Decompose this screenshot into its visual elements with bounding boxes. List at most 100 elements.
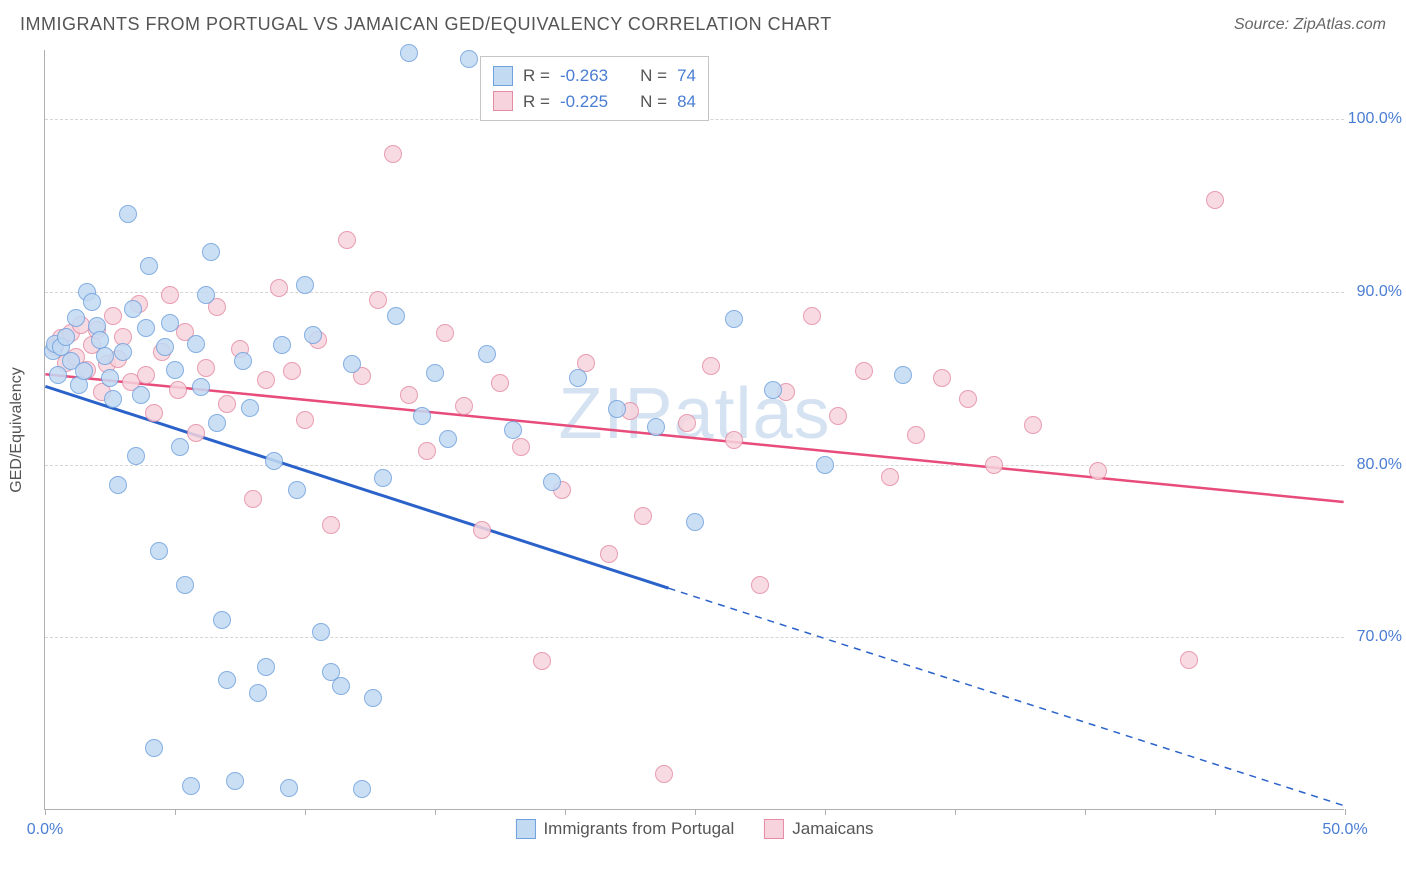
data-point-portugal	[140, 257, 158, 275]
data-point-jamaican	[218, 395, 236, 413]
data-point-portugal	[101, 369, 119, 387]
data-point-portugal	[104, 390, 122, 408]
y-tick-label: 90.0%	[1357, 283, 1402, 301]
data-point-portugal	[226, 772, 244, 790]
data-point-portugal	[725, 310, 743, 328]
data-point-portugal	[332, 677, 350, 695]
data-point-jamaican	[169, 381, 187, 399]
data-point-portugal	[353, 780, 371, 798]
data-point-jamaican	[270, 279, 288, 297]
data-point-portugal	[764, 381, 782, 399]
data-point-portugal	[137, 319, 155, 337]
data-point-jamaican	[1024, 416, 1042, 434]
data-point-jamaican	[959, 390, 977, 408]
data-point-jamaican	[137, 366, 155, 384]
data-point-jamaican	[283, 362, 301, 380]
x-tick-label: 50.0%	[1322, 821, 1367, 839]
data-point-jamaican	[418, 442, 436, 460]
data-point-portugal	[67, 309, 85, 327]
data-point-jamaican	[1206, 191, 1224, 209]
swatch-portugal-icon	[493, 66, 513, 86]
data-point-jamaican	[436, 324, 454, 342]
data-point-portugal	[374, 469, 392, 487]
data-point-jamaican	[933, 369, 951, 387]
x-tick	[1085, 809, 1086, 815]
data-point-portugal	[543, 473, 561, 491]
data-point-portugal	[166, 361, 184, 379]
r-label: R =	[523, 63, 550, 89]
data-point-jamaican	[491, 374, 509, 392]
data-point-portugal	[288, 481, 306, 499]
data-point-jamaican	[338, 231, 356, 249]
source-attribution: Source: ZipAtlas.com	[1234, 16, 1386, 34]
x-tick	[175, 809, 176, 815]
data-point-portugal	[114, 343, 132, 361]
data-point-jamaican	[400, 386, 418, 404]
data-point-portugal	[312, 623, 330, 641]
x-tick	[565, 809, 566, 815]
data-point-jamaican	[533, 652, 551, 670]
data-point-portugal	[387, 307, 405, 325]
data-point-portugal	[569, 369, 587, 387]
data-point-portugal	[208, 414, 226, 432]
data-point-jamaican	[473, 521, 491, 539]
x-tick	[1345, 809, 1346, 815]
data-point-portugal	[257, 658, 275, 676]
stats-row-jamaican: R = -0.225 N = 84	[493, 89, 696, 115]
y-tick-label: 100.0%	[1348, 110, 1402, 128]
data-point-portugal	[364, 689, 382, 707]
data-point-jamaican	[145, 404, 163, 422]
data-point-portugal	[647, 418, 665, 436]
data-point-portugal	[218, 671, 236, 689]
data-point-portugal	[273, 336, 291, 354]
y-tick-label: 70.0%	[1357, 628, 1402, 646]
x-tick-label: 0.0%	[27, 821, 63, 839]
data-point-jamaican	[512, 438, 530, 456]
data-point-portugal	[296, 276, 314, 294]
data-point-jamaican	[803, 307, 821, 325]
x-tick	[305, 809, 306, 815]
data-point-portugal	[192, 378, 210, 396]
data-point-portugal	[816, 456, 834, 474]
data-point-portugal	[124, 300, 142, 318]
data-point-jamaican	[104, 307, 122, 325]
data-point-portugal	[109, 476, 127, 494]
data-point-jamaican	[455, 397, 473, 415]
data-point-jamaican	[384, 145, 402, 163]
y-tick-label: 80.0%	[1357, 456, 1402, 474]
data-point-portugal	[234, 352, 252, 370]
data-point-jamaican	[1180, 651, 1198, 669]
data-point-jamaican	[244, 490, 262, 508]
data-point-jamaican	[257, 371, 275, 389]
legend-label-jamaican: Jamaicans	[792, 819, 873, 839]
data-point-portugal	[460, 50, 478, 68]
r-label: R =	[523, 89, 550, 115]
x-tick	[435, 809, 436, 815]
data-point-portugal	[249, 684, 267, 702]
data-point-portugal	[187, 335, 205, 353]
data-point-portugal	[83, 293, 101, 311]
data-point-jamaican	[985, 456, 1003, 474]
data-point-portugal	[894, 366, 912, 384]
x-tick	[955, 809, 956, 815]
swatch-portugal-icon	[515, 819, 535, 839]
x-tick	[45, 809, 46, 815]
swatch-jamaican-icon	[764, 819, 784, 839]
data-point-portugal	[343, 355, 361, 373]
x-tick	[1215, 809, 1216, 815]
data-point-jamaican	[187, 424, 205, 442]
data-point-portugal	[265, 452, 283, 470]
data-point-jamaican	[161, 286, 179, 304]
data-point-portugal	[608, 400, 626, 418]
data-point-portugal	[96, 347, 114, 365]
data-point-jamaican	[725, 431, 743, 449]
data-point-jamaican	[678, 414, 696, 432]
data-point-portugal	[400, 44, 418, 62]
n-label: N =	[640, 89, 667, 115]
data-point-portugal	[304, 326, 322, 344]
data-point-portugal	[182, 777, 200, 795]
data-point-jamaican	[1089, 462, 1107, 480]
chart-title: IMMIGRANTS FROM PORTUGAL VS JAMAICAN GED…	[20, 14, 832, 35]
data-point-portugal	[161, 314, 179, 332]
data-point-portugal	[75, 362, 93, 380]
